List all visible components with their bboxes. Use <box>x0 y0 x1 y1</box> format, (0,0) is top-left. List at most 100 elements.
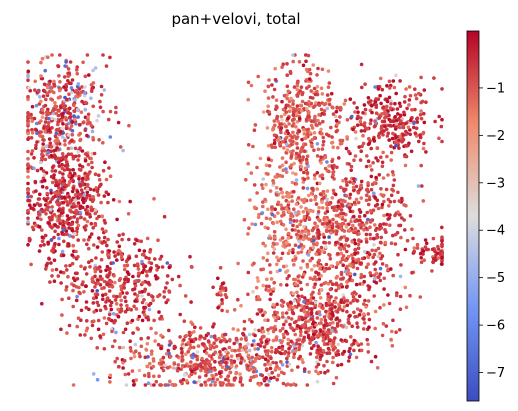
scatter-point <box>372 243 376 247</box>
scatter-point <box>61 182 66 186</box>
scatter-point <box>290 368 294 373</box>
scatter-point <box>314 225 318 229</box>
scatter-point <box>317 258 322 263</box>
scatter-point <box>363 213 367 218</box>
scatter-point <box>59 195 64 199</box>
scatter-point <box>64 123 69 127</box>
scatter-point <box>394 121 399 126</box>
scatter-point <box>311 245 316 250</box>
scatter-point <box>78 137 83 142</box>
scatter-point <box>319 127 323 132</box>
scatter-point <box>104 300 108 304</box>
scatter-point <box>316 230 321 235</box>
scatter-point <box>83 91 87 95</box>
scatter-point <box>142 249 147 253</box>
scatter-point <box>47 137 52 141</box>
scatter-point <box>209 383 213 387</box>
scatter-point <box>285 356 289 361</box>
scatter-point <box>307 232 311 236</box>
scatter-point <box>273 66 278 71</box>
scatter-point <box>302 225 306 229</box>
scatter-point <box>152 197 156 201</box>
scatter-point <box>98 105 103 110</box>
scatter-point <box>127 307 131 311</box>
scatter-point <box>376 87 381 91</box>
scatter-point <box>291 106 296 111</box>
scatter-point <box>373 267 378 272</box>
scatter-point <box>170 382 174 387</box>
scatter-point <box>134 378 138 382</box>
scatter-point <box>87 73 91 77</box>
scatter-point <box>386 109 390 113</box>
scatter-point <box>280 118 284 122</box>
scatter-point <box>366 100 371 104</box>
scatter-point <box>271 302 276 307</box>
scatter-point <box>366 96 371 100</box>
scatter-point <box>230 361 234 366</box>
scatter-point <box>309 198 313 202</box>
scatter-point <box>65 214 70 218</box>
scatter-point <box>420 99 425 104</box>
scatter-point <box>369 118 373 122</box>
scatter-point <box>82 217 87 221</box>
scatter-point <box>280 156 285 160</box>
scatter-point <box>314 323 319 327</box>
scatter-point <box>117 233 121 238</box>
scatter-point <box>357 222 362 227</box>
scatter-point <box>254 369 259 374</box>
scatter-point <box>359 309 363 313</box>
scatter-point <box>55 199 60 203</box>
scatter-point <box>108 270 112 275</box>
scatter-point <box>293 228 297 232</box>
scatter-point <box>194 366 199 371</box>
scatter-point <box>350 253 354 257</box>
scatter-point <box>440 139 444 144</box>
scatter-point <box>42 178 47 183</box>
scatter-point <box>281 326 285 331</box>
scatter-point <box>392 85 397 90</box>
scatter-point <box>312 104 317 109</box>
scatter-point <box>346 268 351 272</box>
scatter-point <box>344 238 349 243</box>
scatter-point <box>28 203 32 207</box>
scatter-point <box>404 121 408 126</box>
scatter-point <box>189 264 194 269</box>
scatter-point <box>239 361 243 365</box>
scatter-point <box>159 346 163 351</box>
scatter-point <box>139 336 143 341</box>
scatter-point <box>297 239 302 244</box>
scatter-point <box>404 305 409 310</box>
scatter-point <box>75 226 79 231</box>
scatter-point <box>329 264 333 268</box>
scatter-point <box>35 216 40 220</box>
scatter-point <box>175 368 180 373</box>
scatter-point <box>345 118 350 122</box>
scatter-point <box>73 198 77 203</box>
scatter-point <box>257 212 261 217</box>
scatter-point <box>331 355 335 360</box>
scatter-point <box>234 371 238 376</box>
scatter-point <box>367 325 371 330</box>
scatter-point <box>126 372 131 376</box>
scatter-point <box>298 222 302 227</box>
scatter-point <box>290 180 295 185</box>
scatter-point <box>347 228 352 232</box>
scatter-point <box>394 119 399 123</box>
scatter-point <box>325 351 329 356</box>
scatter-point <box>64 88 68 92</box>
scatter-point <box>123 309 128 314</box>
scatter-point <box>107 166 111 170</box>
scatter-point <box>43 157 48 162</box>
scatter-point <box>192 380 196 384</box>
scatter-point <box>362 103 367 107</box>
scatter-point <box>289 214 293 218</box>
scatter-point <box>72 215 76 219</box>
scatter-point <box>99 200 103 205</box>
scatter-point <box>62 195 67 200</box>
scatter-point <box>335 310 340 314</box>
scatter-point <box>149 326 153 331</box>
scatter-point <box>131 331 135 335</box>
scatter-point <box>317 277 322 281</box>
scatter-point <box>296 365 300 369</box>
scatter-point <box>37 203 42 208</box>
